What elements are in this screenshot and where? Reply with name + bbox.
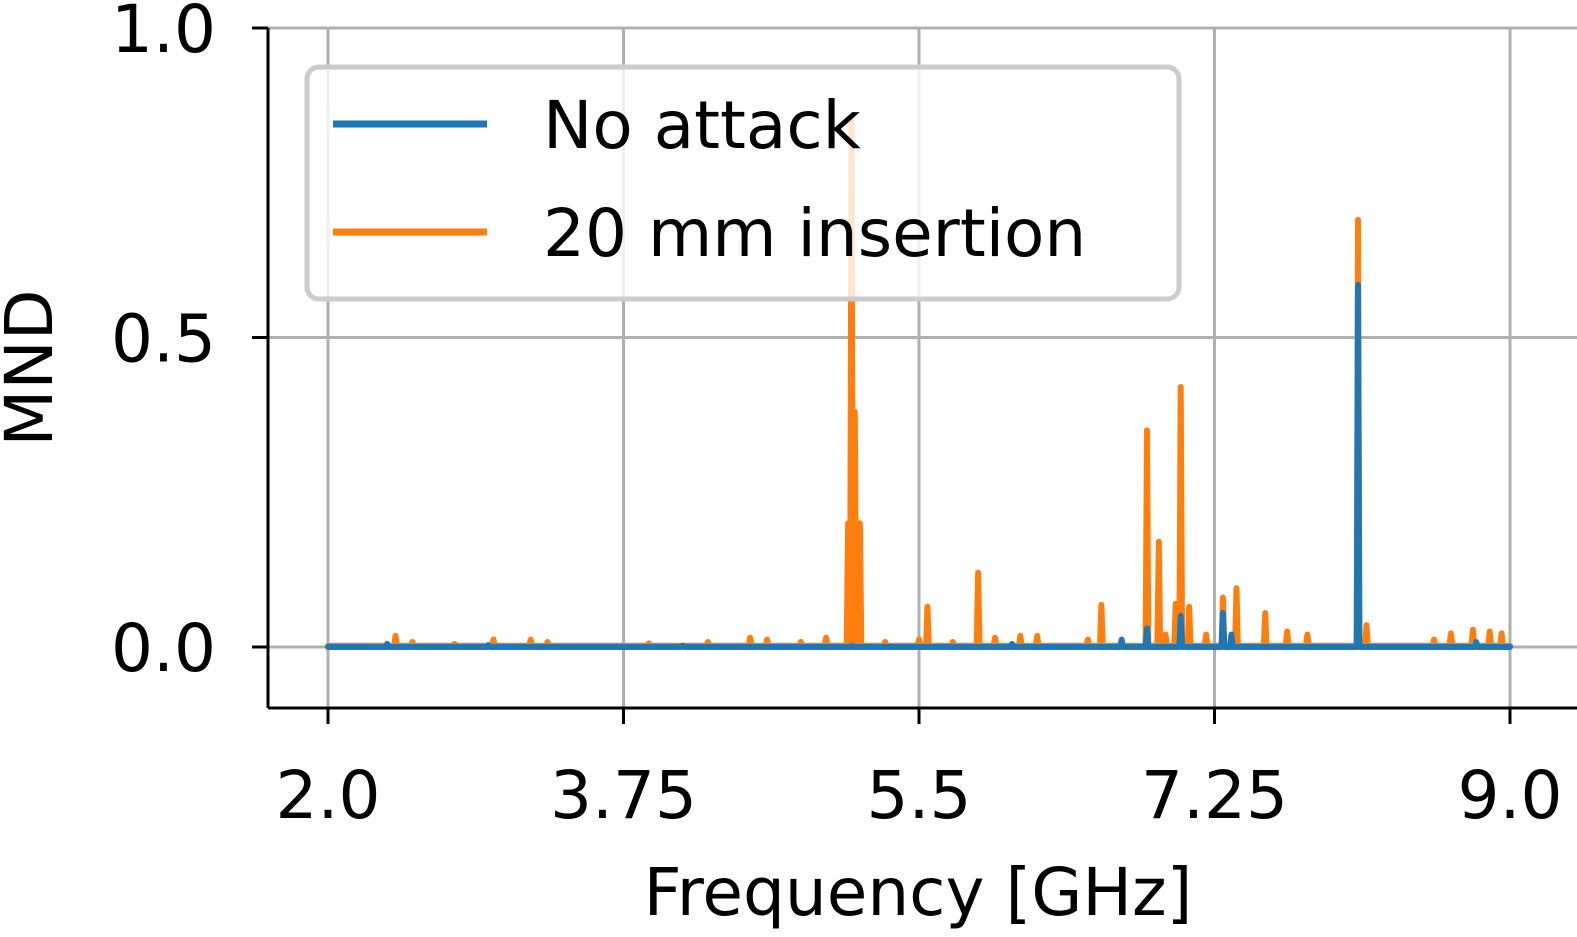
legend-label-no-attack: No attack	[543, 87, 862, 164]
y-tick-label: 0.0	[111, 610, 216, 687]
legend-label-insertion: 20 mm insertion	[543, 195, 1086, 272]
series-lines	[325, 117, 1513, 650]
x-axis-label: Frequency [GHz]	[644, 854, 1193, 931]
x-tick-label: 3.75	[550, 757, 697, 834]
legend: No attack 20 mm insertion	[304, 64, 1182, 302]
x-tick-label: 5.5	[867, 757, 972, 834]
y-tick-label: 0.5	[111, 301, 216, 378]
x-tick-label: 9.0	[1458, 757, 1563, 834]
series-line-no-attack	[325, 281, 1513, 650]
x-tick-label: 7.25	[1141, 757, 1288, 834]
tick-labels: 2.0 3.75 5.5 7.25 9.0 0.0 0.5 1.0	[111, 0, 1562, 834]
y-tick-label: 1.0	[111, 0, 216, 68]
x-tick-label: 2.0	[276, 757, 381, 834]
y-axis-label: MND	[0, 289, 68, 446]
series-line-insertion	[325, 117, 1513, 649]
legend-box	[304, 64, 1182, 302]
axes	[266, 28, 1577, 710]
